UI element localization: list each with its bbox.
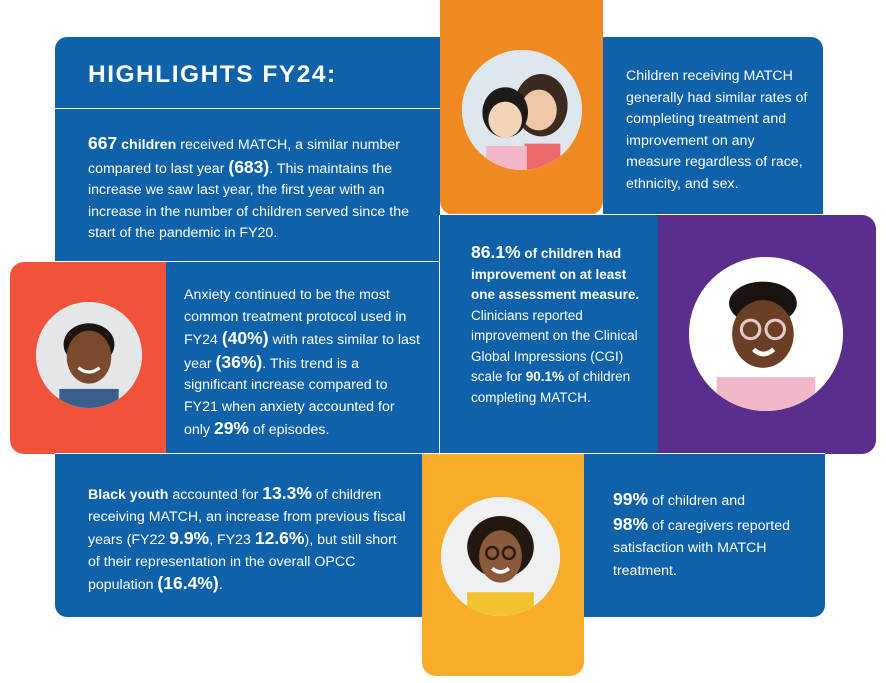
black-youth-text-tail: . [218,577,223,593]
panel-bottom-left [55,454,422,617]
satisfaction-text-tail: of caregivers reported satisfaction with… [613,517,790,579]
panel-middle-left [165,262,440,454]
improvement-percent-value: 86.1% [471,242,521,262]
anxiety-last-year-value: (36%) [215,351,263,372]
woman-illustration [441,497,560,616]
improvement-text-tail: of children completing MATCH. [471,369,631,405]
anxiety-text-part1: Anxiety continued to be the most common … [184,287,407,348]
photo-mother-and-daughter [462,50,582,170]
anxiety-text-part3: . This trend is a significant increase c… [184,355,395,439]
last-year-count-value: (683) [228,156,270,177]
black-youth-text-part1: accounted for [168,487,263,503]
divider-middle-left [55,261,440,262]
divider-under-title [55,108,440,109]
girl-illustration [689,257,843,411]
children-satisfaction-value: 99% [613,489,649,509]
divider-middle-right [440,214,825,215]
panel-top-left [55,37,440,262]
anxiety-text-part2: with rates similar to last year [184,332,420,372]
children-word: children [117,137,177,153]
children-count-text: 667 children received MATCH, a similar n… [88,133,418,245]
improvement-bold-text: of children had improvement on at least … [471,246,640,302]
children-text-tail: . This maintains the increase we saw las… [88,160,409,242]
anxiety-text: Anxiety continued to be the most common … [184,285,424,442]
mother-daughter-illustration [462,50,582,170]
opcc-percent-value: (16.4%) [157,573,219,593]
improvement-text: 86.1% of children had improvement on at … [471,242,643,408]
panel-top-right [603,37,823,217]
black-youth-text-part2: of children receiving MATCH, an increase… [88,487,406,548]
photo-girl-with-glasses [689,257,843,411]
photo-smiling-boy [36,302,142,408]
black-youth-text: Black youth accounted for 13.3% of child… [88,483,408,597]
black-youth-percent-value: 13.3% [262,483,312,503]
black-youth-text-part3: , FY23 [209,532,255,548]
anxiety-fy24-value: (40%) [221,328,269,348]
anxiety-text-tail: of episodes. [249,422,330,438]
children-count-value: 667 [88,133,118,153]
boy-illustration [36,302,142,408]
black-youth-text-part4: ), but still short of their representati… [88,532,397,593]
satisfaction-text-part1: of children and [648,493,746,509]
children-text-part: received MATCH, a similar number compare… [88,137,400,177]
satisfaction-text: 99% of children and 98% of caregivers re… [613,488,803,582]
improvement-text-part: Clinicians reported improvement on the C… [471,307,638,385]
black-youth-label: Black youth [88,487,169,503]
divider-vertical-center [439,215,440,455]
panel-bottom-right [584,454,825,617]
similar-rates-text: Children receiving MATCH generally had s… [626,68,808,192]
fy22-percent-value: 9.9% [169,528,210,548]
photo-woman-with-glasses [441,497,560,616]
caregivers-satisfaction-value: 98% [613,513,649,534]
anxiety-fy21-value: 29% [213,418,249,438]
page-title: HIGHLIGHTS FY24: [88,61,337,88]
divider-bottom [55,453,825,454]
cgi-percent-value: 90.1% [525,369,565,384]
fy23-percent-value: 12.6% [254,528,305,548]
panel-middle-right [440,215,658,454]
